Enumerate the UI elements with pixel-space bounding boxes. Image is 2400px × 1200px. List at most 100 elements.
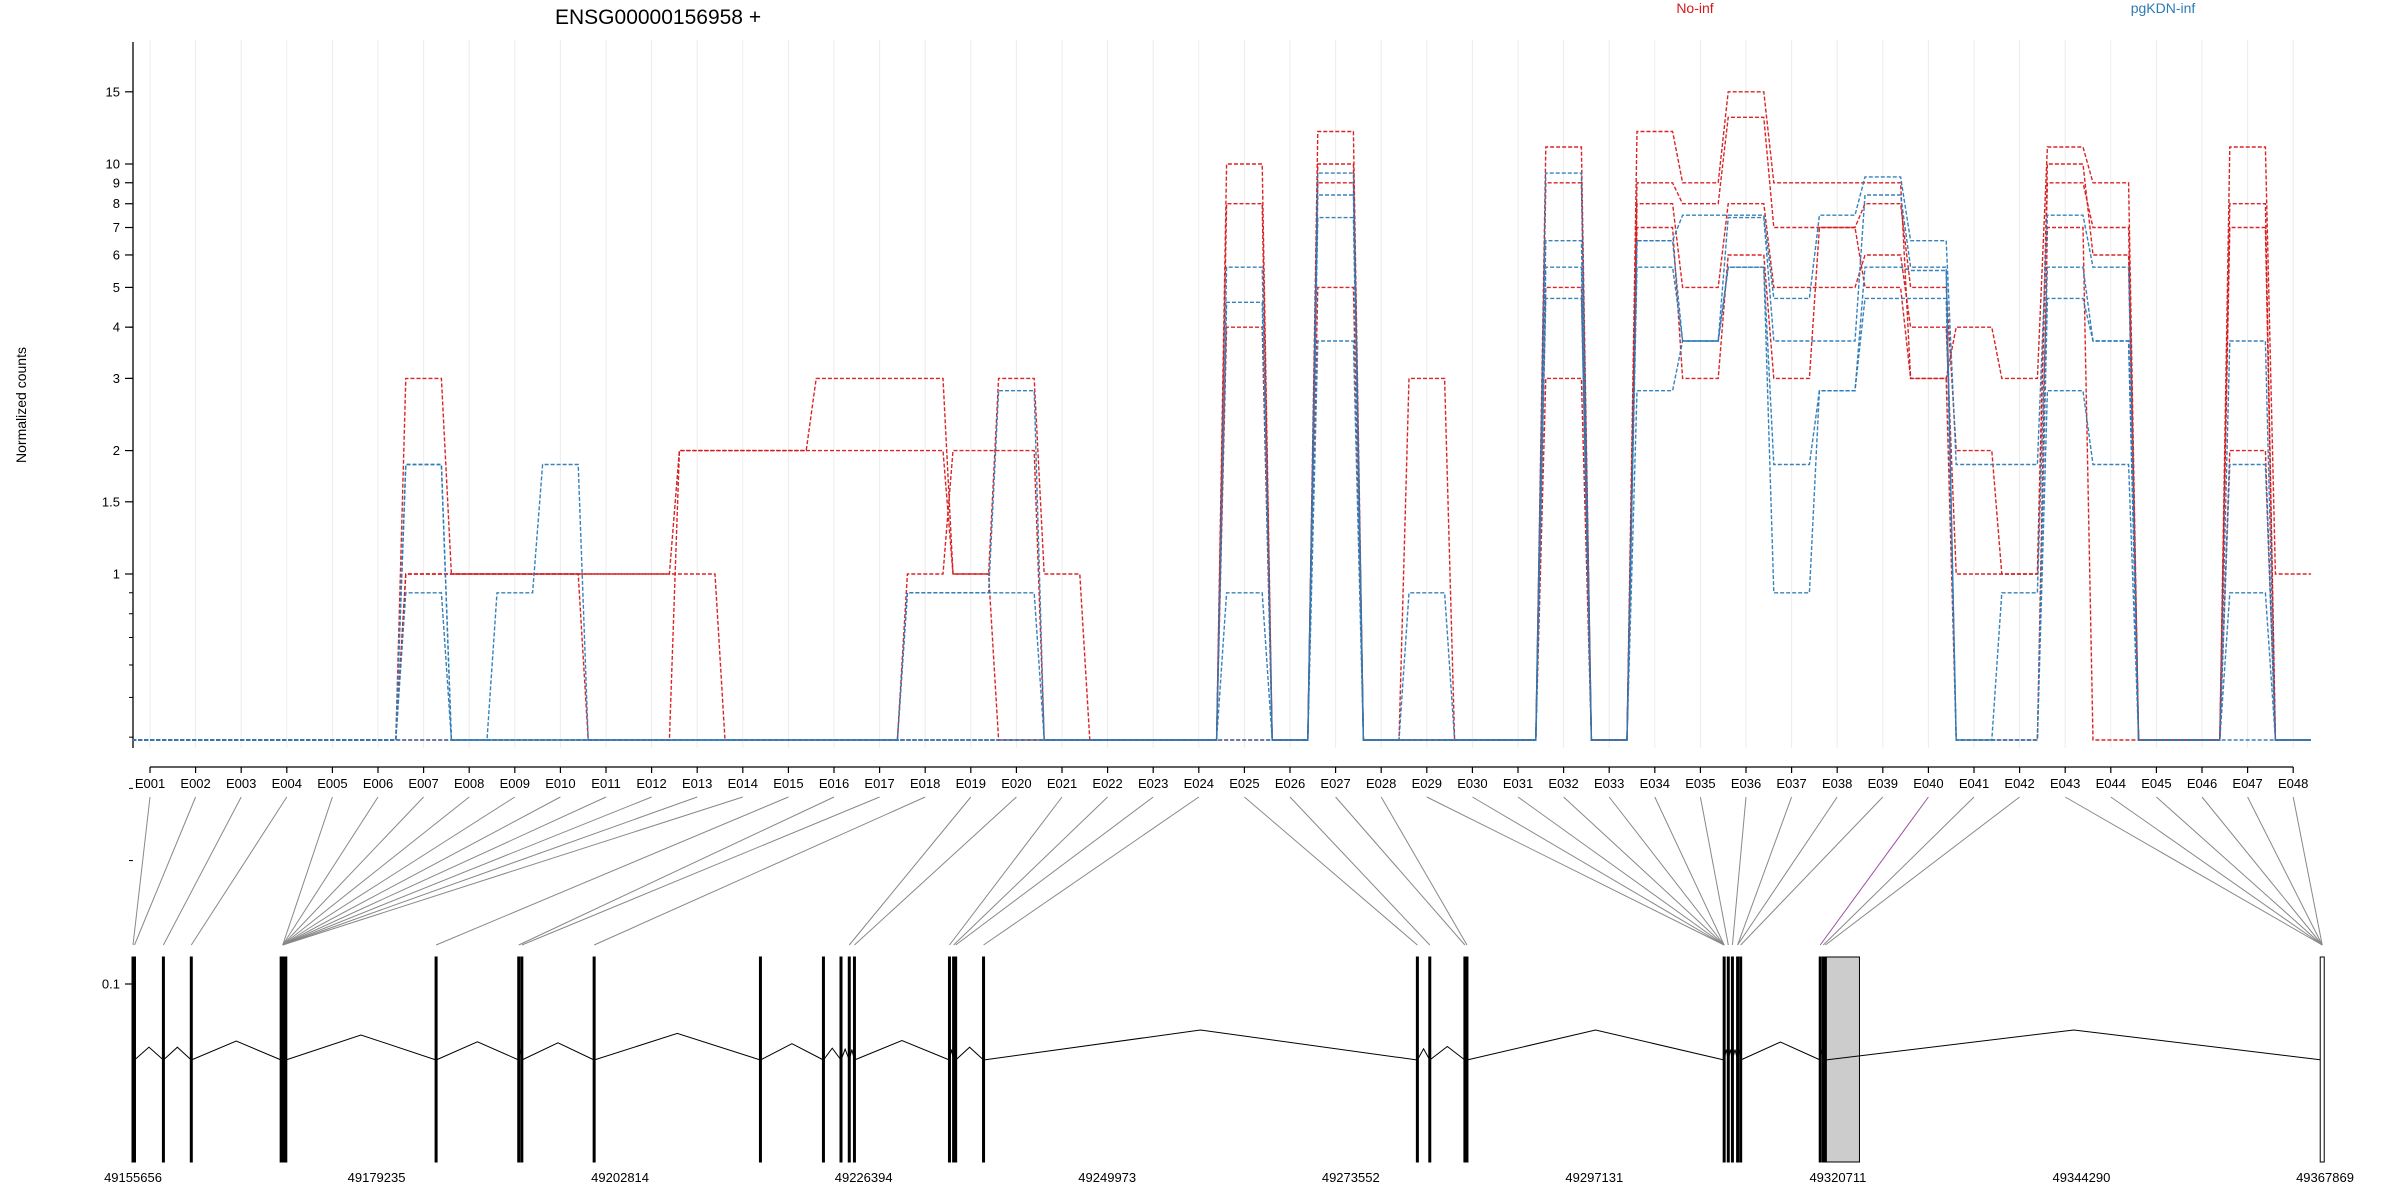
exon-label: E048 (2278, 776, 2308, 791)
intron-connector (435, 1041, 519, 1061)
exon-label: E037 (1776, 776, 1806, 791)
genomic-coordinate-label: 49179235 (348, 1170, 406, 1185)
intron-connector (285, 1034, 437, 1061)
exon-label: E011 (591, 776, 620, 791)
y-tick-label: 5 (113, 280, 120, 295)
legend-pgkdn-inf: pgKDN-inf (2131, 0, 2196, 16)
exon-label: E013 (682, 776, 712, 791)
genomic-coordinate-label: 49344290 (2053, 1170, 2111, 1185)
connector (435, 796, 789, 946)
exon-block (821, 956, 825, 1163)
exon-label: E010 (545, 776, 575, 791)
y-tick-label: 3 (113, 371, 120, 386)
exon-block (1736, 956, 1740, 1163)
exon-block (947, 956, 951, 1163)
intron-connector (1740, 1041, 1821, 1061)
exon-label: E007 (408, 776, 438, 791)
connector (2064, 796, 2323, 946)
intron-connector (854, 1039, 950, 1061)
series-line-no-inf-1 (132, 91, 2311, 741)
exon-label: E014 (728, 776, 758, 791)
intron-connector (134, 1046, 164, 1061)
exon-label: E009 (500, 776, 530, 791)
y-tick-label: 1 (113, 567, 120, 582)
connector (848, 796, 972, 946)
connector (1289, 796, 1431, 946)
intron-connector (163, 1046, 192, 1061)
exon-label: E031 (1503, 776, 1533, 791)
connector (1822, 796, 1975, 946)
connector (134, 796, 197, 946)
genomic-coordinate-label: 49226394 (835, 1170, 893, 1185)
genomic-coordinate-axis: 49155656 49179235 49202814 49226394 49249973… (104, 1170, 2354, 1185)
connector (1608, 796, 1725, 946)
exon-connectors (132, 796, 2323, 946)
y-tick-label: 9 (113, 175, 120, 190)
exon-block (517, 956, 521, 1163)
intron-connector (1466, 1029, 1725, 1061)
y-tick-label: 0.1 (102, 977, 120, 992)
connector (282, 796, 561, 946)
grid (149, 40, 2294, 748)
exon-label: E019 (956, 776, 986, 791)
exon-block (1428, 956, 1432, 1163)
y-tick-label: 7 (113, 220, 120, 235)
connector (1472, 796, 1725, 946)
exon-label: E005 (317, 776, 347, 791)
exon-label: E017 (864, 776, 894, 791)
connector (854, 796, 1017, 946)
connector (1244, 796, 1418, 946)
exon-label: E003 (226, 776, 256, 791)
exon-block (758, 956, 762, 1163)
connector (955, 796, 1154, 946)
intron-connector (1429, 1045, 1466, 1061)
exon-block (1730, 956, 1734, 1163)
genomic-coordinate-label: 49367869 (2296, 1170, 2354, 1185)
exon-block (434, 956, 438, 1163)
intron-connector (955, 1046, 984, 1061)
exon-label: E045 (2141, 776, 2171, 791)
exon-label: E008 (454, 776, 484, 791)
connector (1517, 796, 1725, 946)
intron-connector (1825, 1029, 2323, 1061)
exon-block (592, 956, 596, 1163)
connector (282, 796, 333, 946)
connector (521, 796, 880, 946)
connector (1740, 796, 1884, 946)
connector (1426, 796, 1725, 946)
exon-label: E021 (1047, 776, 1077, 791)
exon-label: E026 (1275, 776, 1305, 791)
y-axis: 0.1 1 1.5 2 3 4 5 6 7 8 9 10 15 (102, 42, 134, 992)
exon-label: E006 (363, 776, 393, 791)
connector (1699, 796, 1729, 946)
exon-block (1739, 956, 1743, 1163)
connector-highlighted (1819, 796, 1929, 946)
connector (282, 796, 698, 946)
exon-label: E002 (180, 776, 210, 791)
intron-connector (983, 1029, 1418, 1061)
connector (1335, 796, 1466, 946)
exon-block (1726, 956, 1730, 1163)
exon-axis: E001 E002 E003 E004 E005 E006 E007 E008 E009 E010… (135, 766, 2308, 791)
intron-connector (191, 1040, 282, 1061)
exon-block (839, 956, 843, 1163)
exon-block (189, 956, 193, 1163)
y-tick-label: 1.5 (102, 494, 120, 509)
exon-block (1415, 956, 1419, 1163)
connector (983, 796, 1200, 946)
legend-no-inf: No-inf (1676, 0, 1713, 16)
connector (190, 796, 288, 946)
genomic-coordinate-label: 49155656 (104, 1170, 162, 1185)
connector (282, 796, 607, 946)
exon-label: E039 (1868, 776, 1898, 791)
connector (282, 796, 424, 946)
highlighted-exon-region (1822, 956, 1860, 1163)
exon-label: E035 (1685, 776, 1715, 791)
intron-connector (823, 1047, 842, 1061)
connector (2110, 796, 2323, 946)
connector (1380, 796, 1468, 946)
exon-label: E020 (1001, 776, 1031, 791)
exon-label: E030 (1457, 776, 1487, 791)
chart-title: ENSG00000156958 + (555, 6, 761, 29)
connector (282, 796, 516, 946)
